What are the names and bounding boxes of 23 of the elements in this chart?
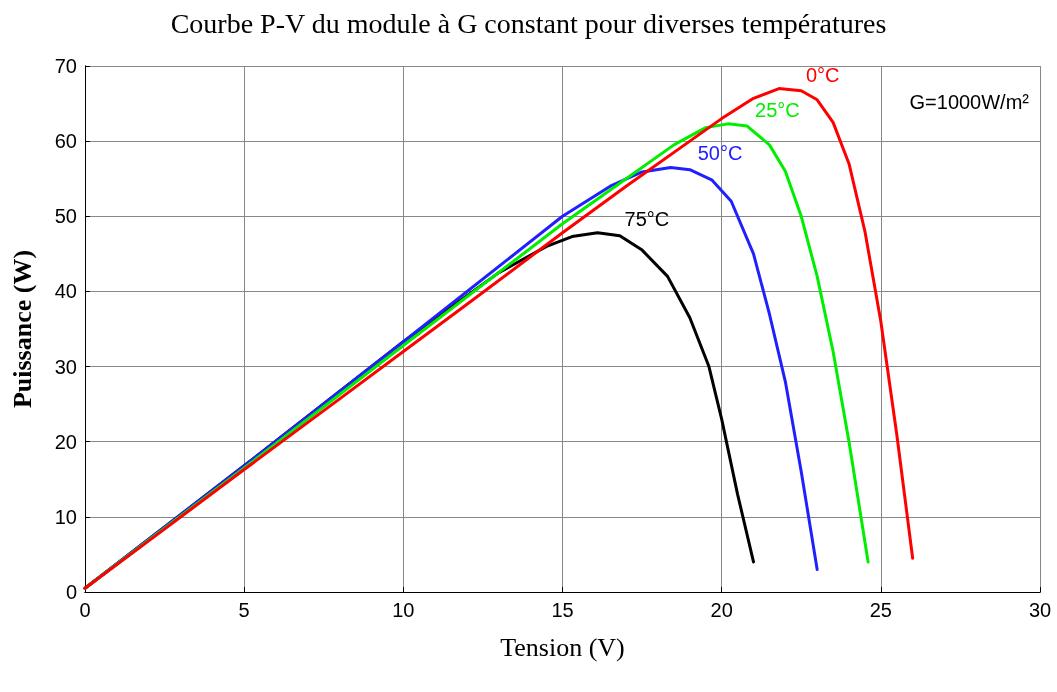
- x-tick-label: 10: [392, 599, 415, 621]
- y-tick-label: 20: [54, 430, 77, 453]
- y-axis-title: Puissance (W): [7, 249, 37, 409]
- x-tick-label: 25: [869, 599, 892, 621]
- y-tick-label: 40: [54, 280, 77, 303]
- x-tick-label: 0: [79, 599, 91, 621]
- series-label: 75°C: [624, 207, 670, 230]
- x-tick-label: 5: [238, 599, 250, 621]
- series-label: 25°C: [755, 98, 800, 121]
- x-axis-title: Tension (V): [500, 632, 625, 662]
- y-tick-label: 50: [54, 205, 77, 228]
- y-tick-label: 70: [54, 55, 77, 77]
- chart-title: Courbe P-V du module à G constant pour diverses températures: [170, 7, 887, 39]
- y-tick-label: 0: [65, 581, 77, 603]
- y-tick-label: 10: [54, 505, 77, 528]
- x-tick-label: 20: [710, 599, 733, 621]
- annotation: G=1000W/m²: [909, 91, 1030, 113]
- x-tick-label: 15: [551, 599, 574, 621]
- series-label: 50°C: [697, 142, 743, 165]
- x-tick-label: 30: [1028, 599, 1052, 621]
- y-tick-label: 60: [54, 130, 77, 153]
- y-tick-label: 30: [54, 355, 77, 378]
- series-label: 0°C: [805, 63, 840, 86]
